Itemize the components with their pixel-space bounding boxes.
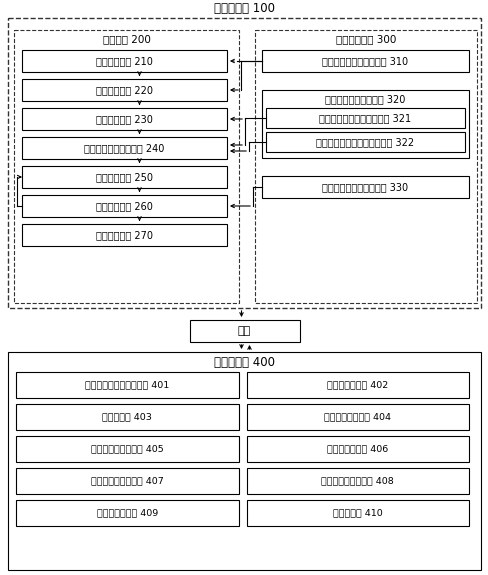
Text: 声音模拟分系统 409: 声音模拟分系统 409 — [97, 508, 158, 518]
Bar — [16, 404, 238, 430]
Bar — [246, 404, 468, 430]
Text: 仿真控制机 100: 仿真控制机 100 — [214, 2, 274, 16]
Bar — [16, 468, 238, 494]
Bar — [22, 50, 226, 72]
Text: 飞行模拟器 400: 飞行模拟器 400 — [214, 356, 274, 370]
Bar — [16, 500, 238, 526]
Bar — [8, 352, 480, 570]
Text: 航空电子模拟分系统 407: 航空电子模拟分系统 407 — [91, 477, 163, 485]
Text: 仿真飞机模拟方案实施数据表 322: 仿真飞机模拟方案实施数据表 322 — [316, 137, 414, 147]
Bar — [14, 30, 239, 303]
Bar — [265, 108, 464, 128]
Bar — [246, 468, 468, 494]
Text: 座舱模拟分系统 402: 座舱模拟分系统 402 — [326, 381, 387, 389]
Text: 行为控制模块 270: 行为控制模块 270 — [96, 230, 153, 240]
Text: 仿真飞机性能模拟模块 240: 仿真飞机性能模拟模块 240 — [84, 143, 164, 153]
Text: 仿真飞机编队飞行方案 320: 仿真飞机编队飞行方案 320 — [325, 94, 405, 104]
Text: 数据处理模块 250: 数据处理模块 250 — [96, 172, 153, 182]
Bar — [254, 30, 476, 303]
Bar — [262, 50, 468, 72]
Text: 计算机和网络分系统 405: 计算机和网络分系统 405 — [91, 444, 163, 454]
Bar — [8, 18, 480, 308]
Text: 真实飞机飞行参数数据率 310: 真实飞机飞行参数数据率 310 — [322, 56, 408, 66]
Text: 仿真程序 200: 仿真程序 200 — [102, 34, 150, 44]
Text: 数据接收模块 220: 数据接收模块 220 — [96, 85, 153, 95]
Bar — [16, 436, 238, 462]
Bar — [22, 79, 226, 101]
Text: 综合环境模拟分系统 408: 综合环境模拟分系统 408 — [321, 477, 393, 485]
Bar — [265, 132, 464, 152]
Bar — [262, 90, 468, 158]
Text: 仿真飞机性能模拟分系统 401: 仿真飞机性能模拟分系统 401 — [85, 381, 169, 389]
Text: 网卡: 网卡 — [237, 326, 251, 336]
Text: 真实飞机设计参数数据率 330: 真实飞机设计参数数据率 330 — [322, 182, 408, 192]
Bar — [189, 320, 299, 342]
Bar — [246, 436, 468, 462]
Text: 数据发送模块 230: 数据发送模块 230 — [96, 114, 153, 124]
Text: 综合管理模块 260: 综合管理模块 260 — [96, 201, 153, 211]
Bar — [22, 108, 226, 130]
Text: 视景分系统 403: 视景分系统 403 — [102, 412, 152, 421]
Bar — [246, 372, 468, 398]
Bar — [262, 176, 468, 198]
Text: 辅助分系统 410: 辅助分系统 410 — [332, 508, 382, 518]
Text: 仿真飞机模拟方案总数据表 321: 仿真飞机模拟方案总数据表 321 — [319, 113, 411, 123]
Bar — [22, 224, 226, 246]
Text: 编队规划文件 300: 编队规划文件 300 — [335, 34, 395, 44]
Bar — [16, 372, 238, 398]
Text: 教员控制台分系统 404: 教员控制台分系统 404 — [324, 412, 390, 421]
Text: 动感模拟分系统 406: 动感模拟分系统 406 — [326, 444, 387, 454]
Bar — [22, 166, 226, 188]
Bar — [22, 195, 226, 217]
Text: 数据解析模块 210: 数据解析模块 210 — [96, 56, 153, 66]
Bar — [246, 500, 468, 526]
Bar — [22, 137, 226, 159]
